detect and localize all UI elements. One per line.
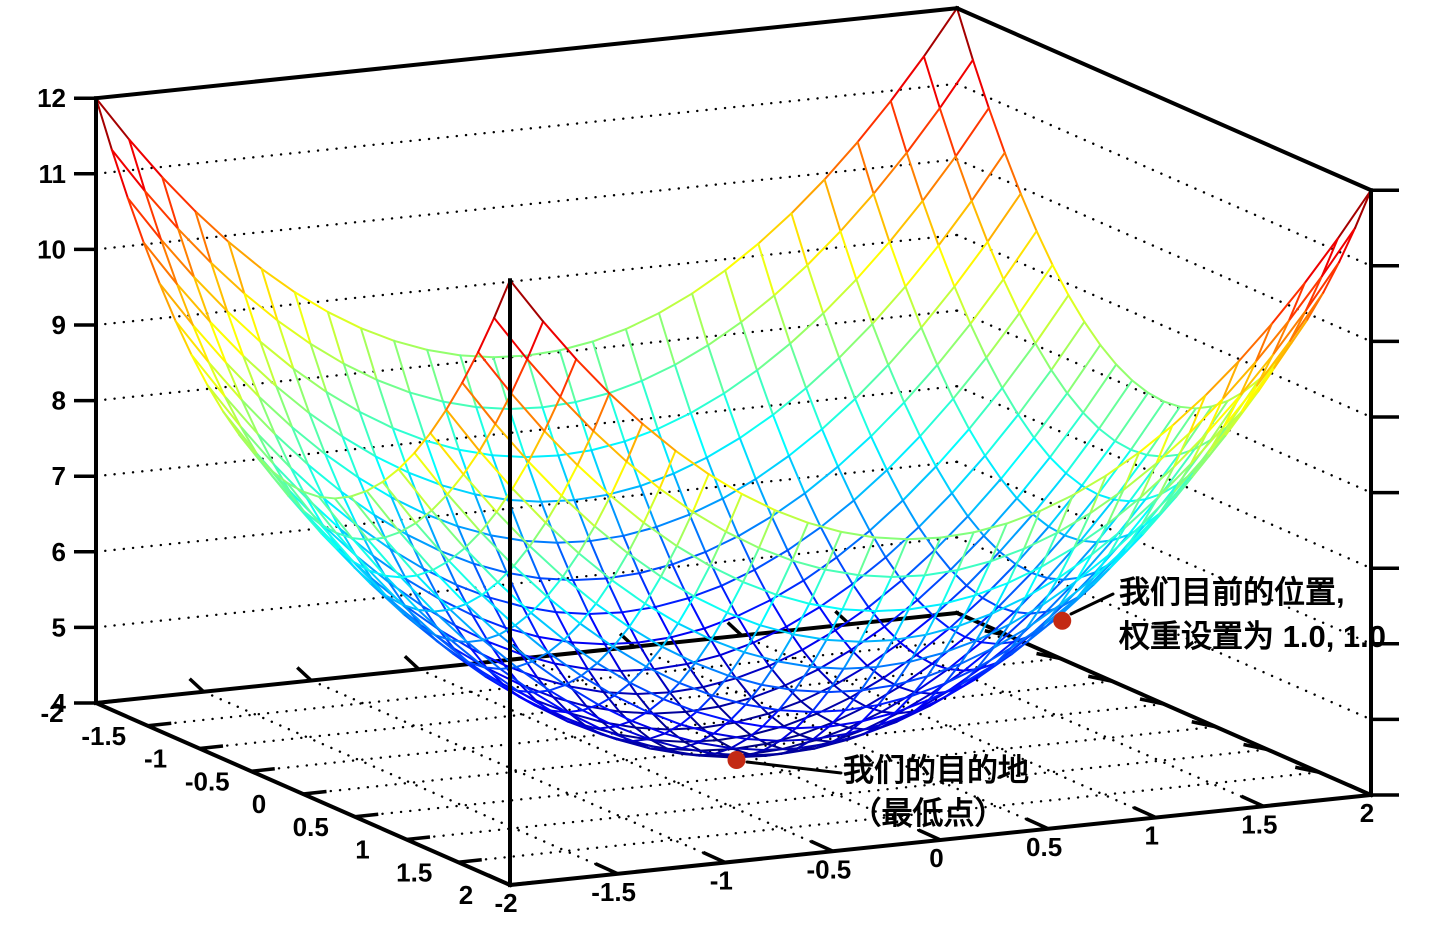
z-tick-label: 8 — [52, 386, 66, 416]
destination-minimum-marker — [727, 751, 746, 769]
y-tick-label: -2 — [40, 698, 63, 728]
y-tick-label: 2 — [459, 880, 473, 910]
x-tick-label: 1.5 — [1241, 809, 1277, 839]
z-tick-label: 5 — [52, 612, 66, 642]
z-tick-label: 10 — [37, 234, 66, 264]
y-tick-label: -1.5 — [81, 721, 126, 751]
destination-minimum-label-line1: 我们的目的地 — [843, 753, 1029, 788]
surface-mesh — [95, 7, 1372, 759]
x-tick-label: 0 — [929, 843, 943, 873]
destination-minimum-label-line2: （最低点） — [851, 796, 1006, 831]
y-tick-label: 0 — [252, 789, 266, 819]
annotation-leader-line — [1069, 592, 1115, 616]
current-position-label-line2: 权重设置为 1.0, 1.0 — [1118, 619, 1386, 654]
z-axis-ticks: 4 5 6 7 8 9 10 11 12 — [37, 83, 1399, 797]
y-axis-ticks: -2 -1.5 -1 -0.5 0 0.5 1 1.5 2 — [40, 698, 534, 910]
z-tick-label: 11 — [39, 159, 67, 189]
x-tick-label: -1 — [710, 866, 733, 896]
y-tick-label: -0.5 — [185, 766, 230, 796]
current-position-marker — [1053, 611, 1072, 630]
x-tick-label: -1.5 — [591, 877, 636, 907]
x-tick-label: 2 — [1360, 798, 1374, 828]
y-tick-label: 0.5 — [293, 812, 329, 842]
z-tick-label: 9 — [52, 310, 66, 340]
y-tick-label: 1.5 — [396, 857, 432, 887]
x-axis-ticks: -2 -1.5 -1 -0.5 0 0.5 1 1.5 2 — [487, 783, 1374, 918]
z-tick-label: 6 — [52, 537, 66, 567]
z-gridlines — [94, 82, 1373, 721]
y-tick-label: -1 — [144, 744, 167, 774]
x-tick-label: 0.5 — [1026, 832, 1062, 862]
y-tick-label: 1 — [355, 835, 369, 865]
current-position-label-line1: 我们目前的位置, — [1119, 575, 1345, 610]
x-tick-label: -2 — [494, 888, 517, 918]
z-tick-label: 4 — [52, 688, 67, 718]
annotations: 我们目前的位置, 权重设置为 1.0, 1.0 我们的目的地 （最低点） — [727, 575, 1386, 831]
z-tick-label: 12 — [37, 83, 66, 113]
z-tick-label: 7 — [52, 461, 66, 491]
x-tick-label: -0.5 — [806, 854, 851, 884]
annotation-leader-line — [745, 760, 843, 775]
x-tick-label: 1 — [1145, 821, 1159, 851]
